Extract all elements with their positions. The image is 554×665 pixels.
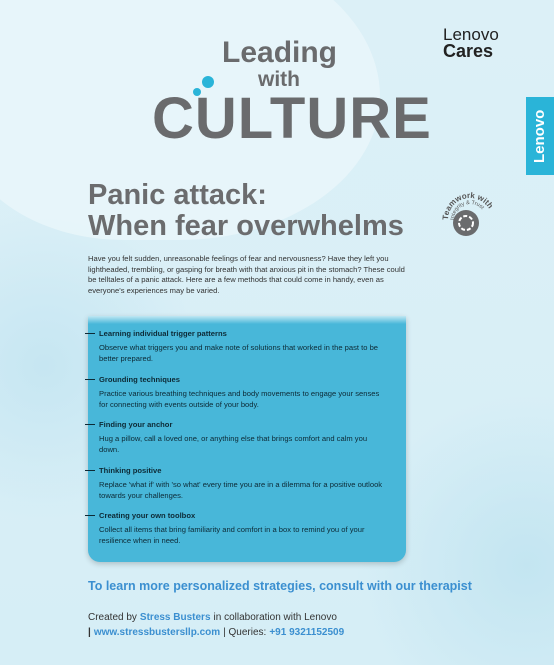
method-title: Finding your anchor (85, 419, 389, 430)
method-item: Finding your anchor Hug a pillow, call a … (85, 419, 389, 455)
footer-line: | www.stressbustersllp.com | Queries: +91 9… (88, 627, 347, 638)
side-tab: Lenovo (526, 97, 554, 175)
heading-line: Panic attack: (88, 179, 267, 211)
logo-line: Lenovo (443, 25, 499, 44)
intro: Have you felt sudden, unreasonable feeli… (88, 254, 405, 295)
method-text: Observe what triggers you and make note … (99, 343, 379, 363)
method-text: Collect all items that bring familiarity… (99, 525, 365, 545)
footer-line: Created by Stress Busters in collaboration… (88, 612, 340, 623)
org: Stress Busters (139, 612, 211, 623)
logo-line: Cares (443, 41, 494, 61)
footer-text: | Queries: (223, 627, 267, 638)
cta: To learn more personalized strategies, c… (88, 579, 472, 593)
footer-text: Created by (88, 612, 137, 623)
heading-line: When fear overwhelms (88, 210, 404, 242)
badge: Teamwork with Integrity & Trust (441, 191, 495, 236)
banner-line: with (258, 68, 300, 91)
method-text: Hug a pillow, call a loved one, or anyth… (99, 434, 368, 454)
banner-line: CULTURE (152, 86, 432, 151)
phone: +91 9321152509 (269, 627, 345, 638)
method-item: Thinking positive Replace 'what if' with … (85, 465, 389, 501)
method-text: Practice various breathing techniques an… (99, 388, 380, 409)
banner-line: Leading (222, 36, 338, 69)
heading: Panic attack: When fear overwhelms (88, 180, 404, 242)
background-shape (0, 0, 380, 240)
banner-dots (193, 76, 214, 96)
method-title: Learning individual trigger patterns (85, 328, 389, 339)
methods-box: Learning individual trigger patterns Obse… (85, 316, 406, 562)
lenovo-cares-logo: Lenovo Cares (443, 26, 499, 60)
method-title: Thinking positive (85, 465, 389, 476)
separator: | (88, 627, 91, 638)
footer-text: in collaboration with Lenovo (213, 612, 337, 623)
method-text: Replace 'what if' with 'so what' every t… (99, 479, 383, 500)
website-link[interactable]: www.stressbustersllp.com (93, 627, 221, 638)
method-item: Learning individual trigger patterns Obse… (85, 328, 389, 364)
method-title: Creating your own toolbox (85, 510, 389, 521)
method-item: Creating your own toolbox Collect all ite… (85, 510, 389, 546)
method-item: Grounding techniques Practice various bre… (85, 374, 389, 410)
method-title: Grounding techniques (85, 374, 389, 385)
